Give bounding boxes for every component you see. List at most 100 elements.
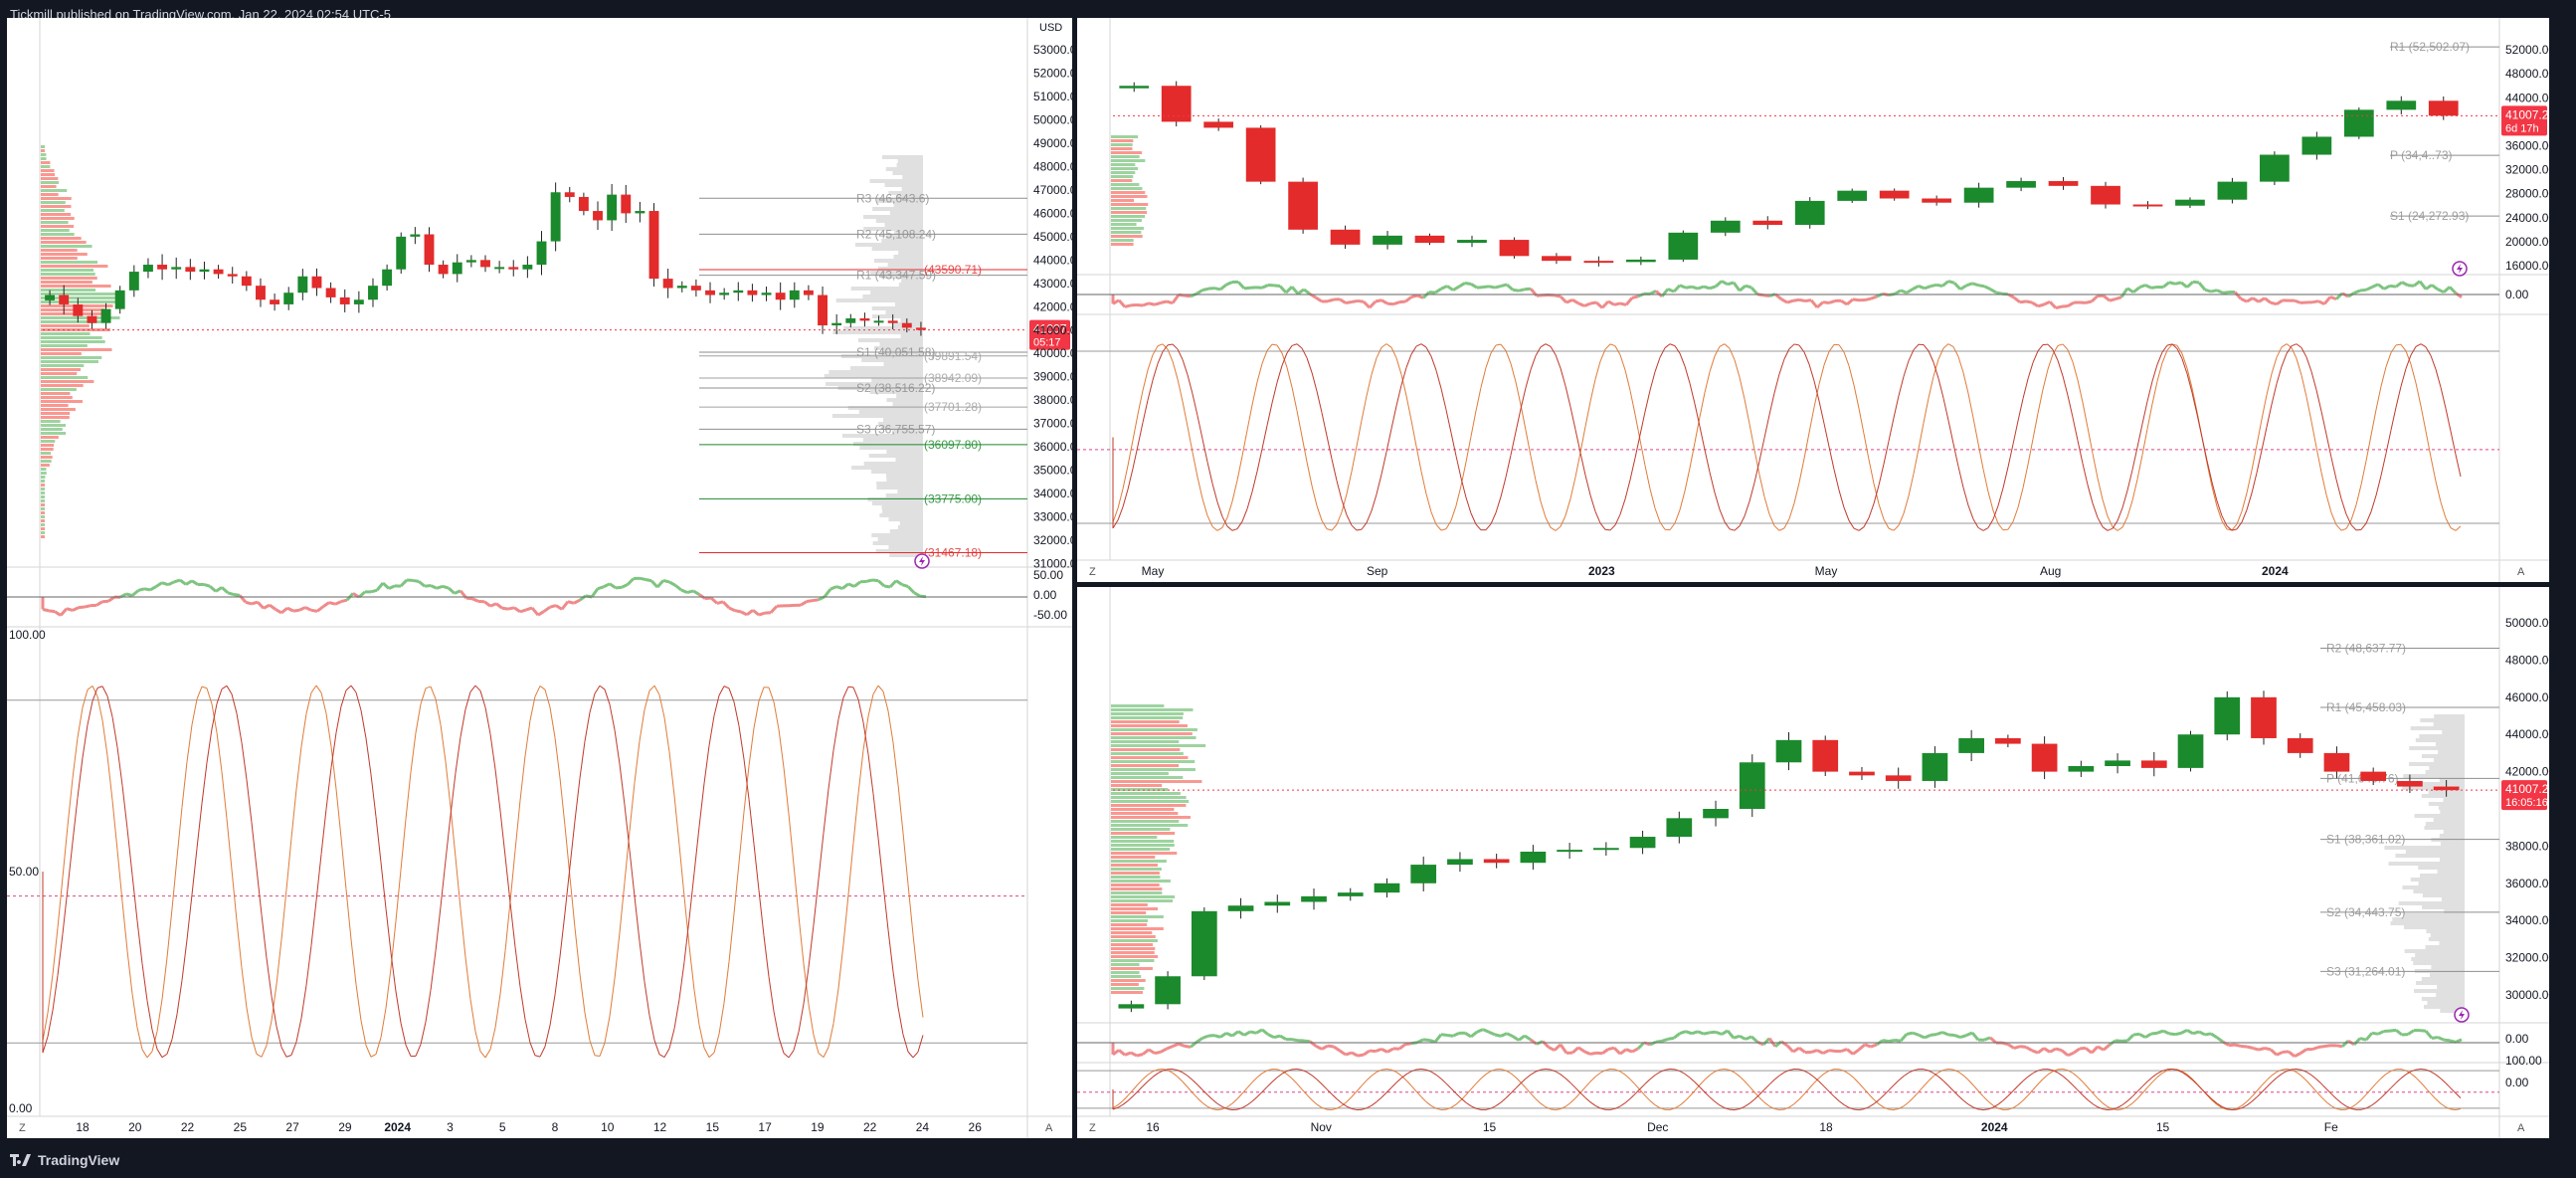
session-profile-bar	[871, 247, 923, 251]
oscillator-segment	[1494, 285, 1502, 290]
oscillator-segment	[78, 605, 86, 610]
oscillator-segment	[590, 587, 600, 598]
stochastic-segment	[261, 1045, 268, 1058]
session-profile-bar	[898, 251, 923, 255]
stochastic-segment	[1644, 1079, 1651, 1084]
stochastic-segment	[1256, 1091, 1263, 1097]
stochastic-segment	[474, 1031, 481, 1052]
oscillator-segment	[769, 605, 779, 614]
stochastic-segment	[594, 1055, 601, 1058]
stochastic-segment	[1977, 526, 1984, 531]
auto-scale-icon[interactable]: A	[2517, 566, 2525, 578]
stochastic-segment	[2435, 1098, 2442, 1104]
stochastic-segment	[2077, 440, 2084, 464]
oscillator-segment	[525, 606, 533, 612]
stochastic-segment	[1351, 524, 1358, 531]
session-profile-bar	[826, 382, 923, 386]
stochastic-segment	[2087, 1086, 2094, 1093]
zoom-icon[interactable]: Z	[19, 1122, 26, 1134]
volume-profile-bar	[1111, 776, 1184, 779]
volume-profile-bar	[41, 531, 45, 534]
oscillator-segment	[2185, 281, 2195, 289]
oscillator-segment	[2246, 1045, 2254, 1050]
stochastic-segment	[1788, 1069, 1795, 1072]
stochastic-segment	[1187, 374, 1194, 395]
last-price-tag[interactable]	[2501, 105, 2547, 136]
oscillator-segment	[1512, 1035, 1520, 1042]
session-profile-bar	[2439, 834, 2465, 838]
stochastic-segment	[788, 813, 795, 865]
top-right-chart-panel[interactable]: R1 (52,502.07) P (34,4..73) S1 (24,272.93)…	[1077, 18, 2549, 582]
volume-profile-bar	[41, 344, 88, 347]
candle-body	[171, 267, 182, 270]
stochastic-segment	[852, 687, 859, 700]
stochastic-segment	[1599, 348, 1606, 362]
stochastic-segment	[2002, 1095, 2009, 1101]
stochastic-segment	[1649, 489, 1656, 508]
stochastic-segment	[1415, 343, 1422, 347]
stochastic-segment	[1709, 355, 1716, 372]
stochastic-segment	[2017, 488, 2024, 508]
stochastic-segment	[1744, 399, 1750, 425]
stochastic-segment	[1843, 506, 1850, 521]
stochastic-segment	[340, 689, 347, 707]
stochastic-segment	[1560, 1074, 1566, 1080]
pivot-level-label: (36097.80)	[924, 438, 982, 452]
main-chart[interactable]: R3 (46,643.6)R2 (45,108.24)R1 (43,347.59…	[7, 18, 1072, 1138]
session-profile-bar	[2433, 818, 2465, 822]
stochastic-segment	[1226, 525, 1233, 531]
stochastic-segment	[1560, 367, 1566, 386]
stochastic-segment	[1555, 525, 1562, 531]
zoom-icon[interactable]: Z	[1089, 566, 1096, 578]
last-price-tag[interactable]	[1029, 319, 1070, 350]
oscillator-segment	[1118, 1049, 1126, 1057]
stochastic-segment	[2385, 352, 2392, 367]
stochastic-segment	[1569, 406, 1576, 430]
oscillator-segment	[2115, 295, 2122, 300]
stochastic-segment	[2027, 1073, 2034, 1078]
stochastic-segment	[1152, 363, 1159, 381]
stochastic-segment	[2375, 475, 2382, 496]
oscillator-segment	[1261, 1028, 1269, 1036]
stochastic-segment	[2405, 1070, 2412, 1075]
stochastic-segment	[1574, 429, 1581, 454]
last-price-tag[interactable]	[2501, 780, 2547, 811]
stochastic-segment	[832, 718, 839, 751]
auto-scale-icon[interactable]: A	[1045, 1122, 1053, 1134]
top-right-chart[interactable]: R1 (52,502.07)P (34,4..73)S1 (24,272.93)…	[1077, 18, 2549, 582]
bottom-right-chart[interactable]: R2 (48,637.77)R1 (45,458.03)P (41,640.76…	[1077, 587, 2549, 1138]
stochastic-segment	[400, 819, 407, 871]
stochastic-segment	[2385, 1070, 2392, 1075]
auto-scale-icon[interactable]: A	[2517, 1122, 2525, 1134]
session-profile-bar	[873, 259, 923, 263]
stochastic-segment	[1192, 452, 1198, 478]
candle-body	[128, 272, 139, 291]
oscillator-segment	[1822, 300, 1830, 305]
stochastic-segment	[1177, 348, 1184, 360]
oscillator-segment	[841, 582, 849, 590]
stochastic-segment	[1485, 1071, 1492, 1076]
volume-profile-bar	[1111, 147, 1133, 150]
stochastic-segment	[1450, 1087, 1457, 1094]
stochastic-segment	[1167, 1070, 1174, 1074]
oscillator-segment	[1231, 1030, 1239, 1038]
stochastic-segment	[1823, 351, 1830, 366]
stochastic-segment	[2181, 1071, 2188, 1076]
stochastic-segment	[823, 1047, 829, 1058]
footer-brand[interactable]: TradingView	[38, 1152, 120, 1168]
oscillator-segment	[579, 594, 587, 602]
candle-body	[2214, 696, 2241, 735]
stochastic-segment	[1172, 1072, 1179, 1078]
time-tick-label: 18	[76, 1120, 90, 1134]
stochastic-segment	[1366, 510, 1373, 523]
main-chart-panel[interactable]: R3 (46,643.6) R2 (45,108.24) R1 (43,347.59…	[7, 18, 1072, 1138]
time-tick-label: 2024	[1981, 1120, 2008, 1134]
oscillator-segment	[1433, 1033, 1443, 1044]
stochastic-segment	[1669, 343, 1676, 347]
oscillator-segment	[2300, 1048, 2307, 1055]
oscillator-segment	[2424, 1030, 2434, 1040]
volume-profile-bar	[41, 157, 47, 160]
zoom-icon[interactable]: Z	[1089, 1122, 1096, 1134]
bottom-right-chart-panel[interactable]: R2 (48,637.77)R1 (45,458.03)P (41,640.76…	[1077, 587, 2549, 1138]
oscillator-segment	[1840, 298, 1848, 306]
